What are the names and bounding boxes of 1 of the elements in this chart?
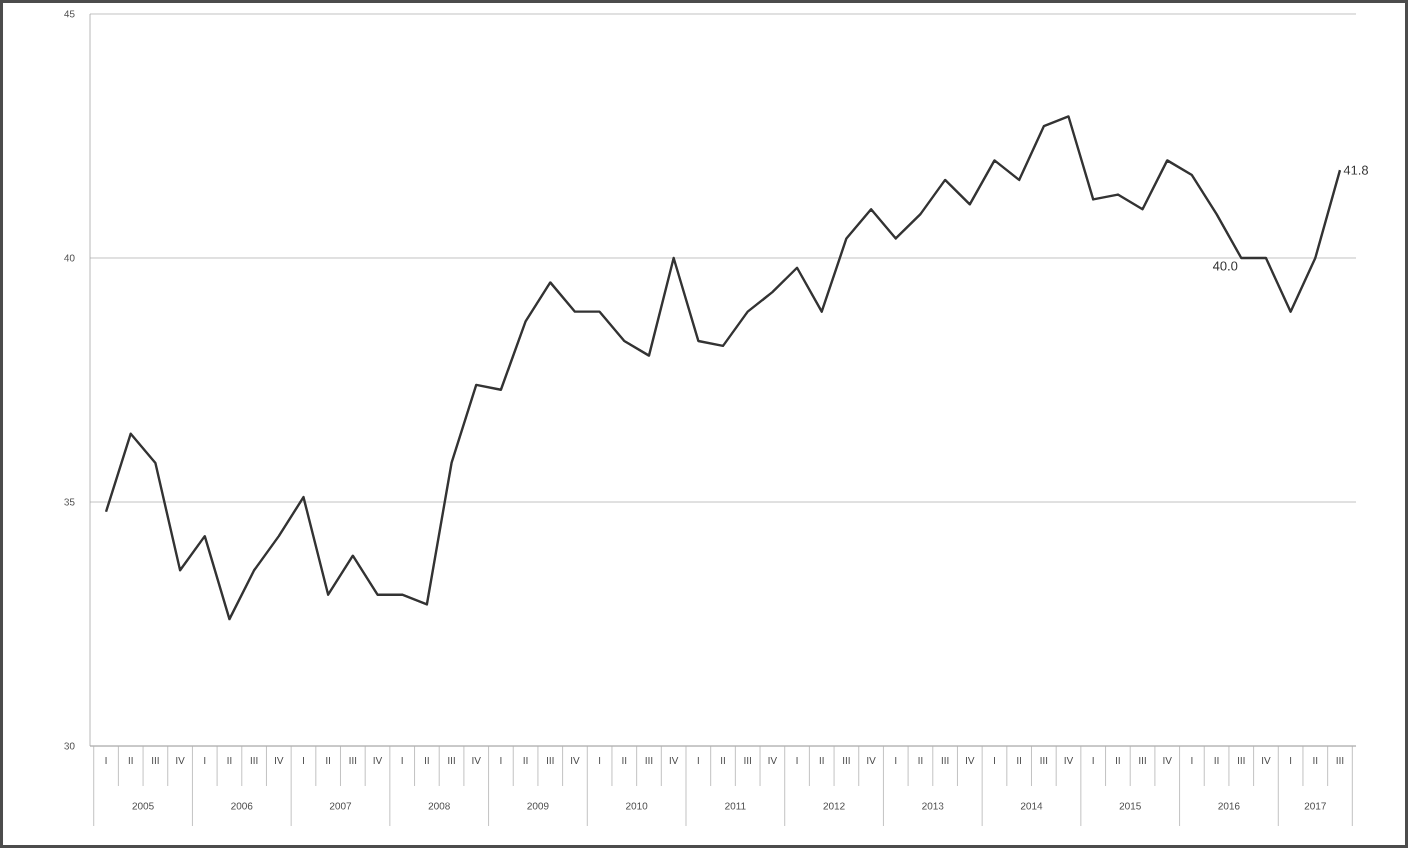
line-series xyxy=(104,115,1342,621)
